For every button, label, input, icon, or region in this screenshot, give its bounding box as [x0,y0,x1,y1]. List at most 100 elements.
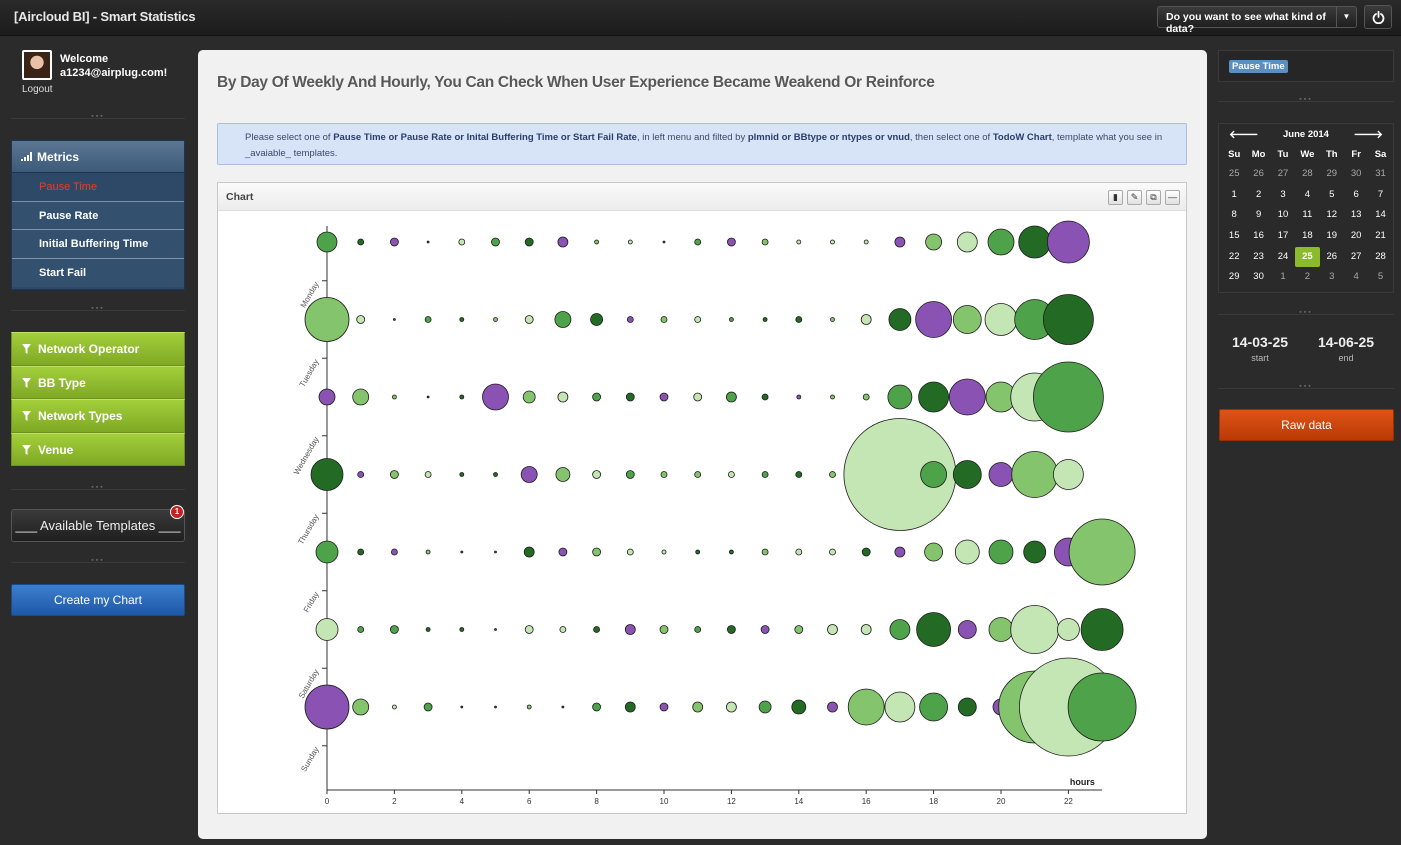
bubble [888,308,912,331]
bubble [659,702,669,712]
calendar-day[interactable]: 30 [1350,168,1362,179]
calendar-day[interactable]: 29 [1326,168,1338,179]
calendar-day[interactable]: 7 [1377,188,1384,200]
calendar-day[interactable]: 26 [1326,250,1338,262]
welcome-text: Welcome a1234@airplug.com! [60,52,167,80]
available-templates-button[interactable]: ___ Available Templates ___ [11,509,185,542]
bubble [694,471,702,478]
calendar-day[interactable]: 22 [1228,250,1240,262]
calendar-day[interactable]: 8 [1231,209,1237,221]
calendar-day[interactable]: 31 [1375,168,1386,179]
bubble [830,317,835,322]
filter-network-operator[interactable]: Network Operator [11,332,185,366]
bubble [729,317,734,322]
bubble [357,626,365,633]
logout-link[interactable]: Logout [22,84,53,95]
filter-network-types[interactable]: Network Types [11,399,185,433]
calendar-day-selected[interactable]: 25 [1295,246,1320,268]
calendar-day[interactable]: 10 [1277,209,1289,221]
calendar-day[interactable]: 2 [1255,188,1262,200]
calendar-day[interactable]: 2 [1304,271,1311,283]
bubble [491,237,500,247]
create-chart-button[interactable]: Create my Chart [11,584,185,616]
metric-item-initial-buffering-time[interactable]: Initial Buffering Time [12,230,184,259]
bubble [316,231,338,253]
selected-metric-tag[interactable]: Pause Time [1229,60,1288,73]
x-tick-label: 14 [794,797,803,806]
calendar-day[interactable]: 21 [1375,230,1386,242]
calendar-day[interactable]: 1 [1231,188,1237,200]
bubble [624,701,636,713]
bubble [592,470,602,479]
x-tick-label: 10 [660,797,669,806]
trash-icon[interactable]: ▮ [1108,190,1123,205]
bubble [796,394,802,400]
bubble [624,624,636,635]
divider-handle: ▪▪▪ [91,305,105,312]
arrow-right-icon[interactable]: 🡒 [1353,129,1384,141]
info-metrics: Pause Time or Pause Rate or Inital Buffe… [333,132,637,143]
info-text: , in left menu and filted by [636,132,748,143]
expand-icon[interactable]: ⧉ [1146,190,1161,205]
calendar-day[interactable]: 1 [1280,271,1286,283]
range-end-date: 14-06-25 [1317,334,1375,350]
calendar-day[interactable]: 15 [1228,230,1240,242]
calendar-day[interactable]: 14 [1375,209,1386,221]
calendar-day[interactable]: 24 [1277,250,1289,262]
calendar-day[interactable]: 28 [1302,168,1313,179]
weekday-label: We [1300,149,1315,160]
calendar-day[interactable]: 3 [1329,271,1335,283]
metrics-header[interactable]: Metrics [12,141,184,173]
calendar-day[interactable]: 16 [1253,230,1264,242]
bubble [592,547,602,557]
calendar-day[interactable]: 28 [1375,250,1386,262]
calendar-day[interactable]: 13 [1350,209,1362,221]
calendar-day[interactable]: 12 [1326,209,1338,221]
filter-venue[interactable]: Venue [11,432,185,466]
calendar-day[interactable]: 4 [1304,188,1311,200]
edit-icon[interactable]: ✎ [1127,190,1142,205]
arrow-left-icon[interactable]: 🡐 [1229,129,1259,141]
calendar-day[interactable]: 6 [1353,188,1359,200]
data-type-dropdown[interactable]: Do you want to see what kind of data? ▼ [1157,6,1357,35]
divider [11,118,185,119]
metrics-panel: Metrics Pause Time Pause Rate Initial Bu… [11,140,185,290]
info-chart-type: TodoW Chart [992,132,1052,143]
raw-data-button[interactable]: Raw data [1219,409,1394,441]
calendar-day[interactable]: 29 [1228,271,1240,283]
calendar-day[interactable]: 3 [1280,188,1286,200]
calendar-day[interactable]: 25 [1228,168,1240,179]
bubble [389,625,399,634]
bubble [626,316,634,323]
bubble [830,239,835,245]
calendar-day[interactable]: 26 [1253,168,1264,179]
weekday-label: Th [1325,149,1338,160]
calendar-day[interactable]: 4 [1353,271,1359,283]
metric-item-start-fail[interactable]: Start Fail [12,258,184,287]
calendar-day[interactable]: 27 [1277,168,1289,179]
calendar-day[interactable]: 5 [1329,188,1335,200]
bubble [494,705,497,709]
calendar-day[interactable]: 9 [1255,209,1262,221]
filter-label: Network Operator [38,342,140,356]
calendar-day[interactable]: 5 [1377,271,1384,283]
bubble [860,314,872,325]
bubble [1033,361,1104,433]
calendar-day[interactable]: 23 [1253,250,1264,262]
calendar-day[interactable]: 30 [1253,271,1264,283]
power-button[interactable] [1364,5,1392,29]
calendar-day[interactable]: 27 [1350,250,1362,262]
calendar-day[interactable]: 20 [1350,230,1362,242]
bubble [827,624,838,635]
bubble [356,315,366,324]
metric-item-pause-rate[interactable]: Pause Rate [12,201,184,230]
minimize-icon[interactable]: — [1165,190,1180,205]
calendar-day[interactable]: 19 [1326,230,1338,242]
calendar-day[interactable]: 17 [1277,230,1289,242]
calendar-day[interactable]: 18 [1302,230,1313,242]
calendar-day[interactable]: 11 [1302,209,1313,221]
filter-bb-type[interactable]: BB Type [11,365,185,399]
bubble [794,625,804,634]
bubble [1068,518,1136,586]
metric-item-pause-time[interactable]: Pause Time [12,173,184,202]
